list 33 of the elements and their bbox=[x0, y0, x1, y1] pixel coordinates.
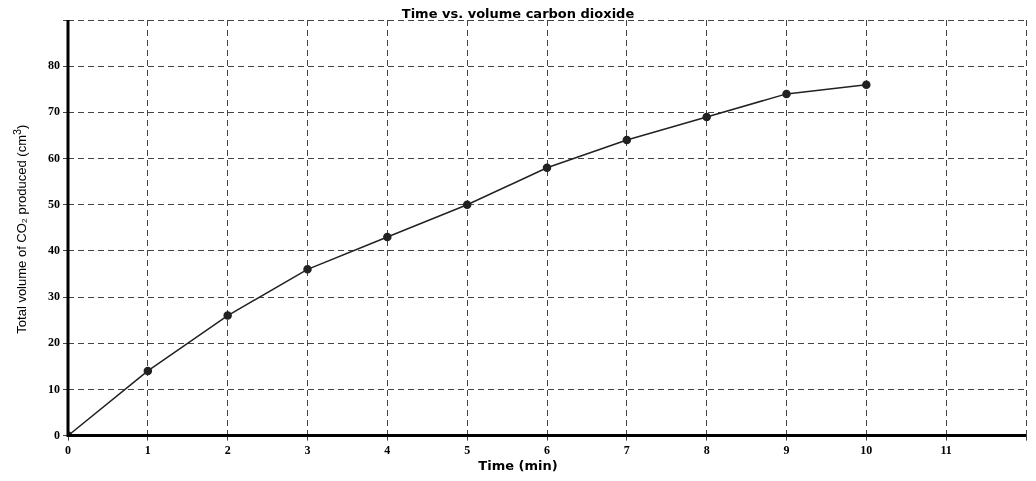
y-tick-label: 50 bbox=[48, 196, 60, 211]
x-tick-label: 10 bbox=[860, 442, 873, 457]
x-tick-label: 11 bbox=[940, 442, 952, 457]
point bbox=[862, 80, 871, 89]
point bbox=[542, 163, 552, 173]
point bbox=[303, 265, 312, 274]
y-tick-label: 60 bbox=[48, 150, 60, 165]
y-tick-label: 0 bbox=[54, 427, 60, 442]
chart-title: Time vs. volume carbon dioxide bbox=[400, 6, 636, 21]
x-axis-title: Time (min) bbox=[477, 458, 559, 473]
y-tick-label: 40 bbox=[48, 242, 60, 257]
x-tick-label: 2 bbox=[224, 442, 231, 457]
x-tick-label: 1 bbox=[144, 442, 151, 457]
x-tick-label: 9 bbox=[783, 442, 790, 457]
y-tick-label: 10 bbox=[48, 381, 60, 396]
point bbox=[782, 89, 791, 99]
point bbox=[702, 112, 711, 122]
point bbox=[223, 311, 232, 320]
x-tick-label: 6 bbox=[544, 442, 550, 457]
y-tick-label: 80 bbox=[48, 58, 60, 73]
point bbox=[143, 366, 153, 376]
y-tick-label: 20 bbox=[48, 335, 60, 350]
y-tick-label: 30 bbox=[48, 289, 60, 304]
point bbox=[383, 232, 392, 242]
x-tick-label: 0 bbox=[65, 442, 71, 457]
point bbox=[622, 135, 632, 145]
x-tick-label: 4 bbox=[384, 442, 391, 457]
x-tick-label: 7 bbox=[623, 442, 630, 457]
point bbox=[462, 200, 472, 209]
x-tick-label: 5 bbox=[464, 442, 471, 457]
x-tick-label: 3 bbox=[304, 442, 311, 457]
x-tick-label: 8 bbox=[703, 442, 710, 457]
y-tick-label: 70 bbox=[48, 104, 60, 119]
